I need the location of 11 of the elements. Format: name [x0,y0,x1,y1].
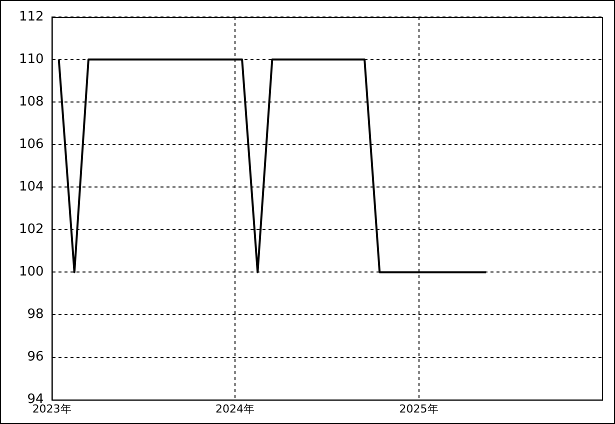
y-tick-label: 110 [18,52,44,67]
y-tick-label: 106 [18,136,44,152]
x-tick-label: 2024年 [216,402,255,416]
y-tick-label: 104 [18,180,44,195]
y-tick-label: 102 [18,222,44,238]
x-tick-label: 2025年 [399,402,438,416]
y-tick-label: 96 [27,350,44,365]
y-tick-label: 108 [18,94,44,110]
y-tick-label: 100 [18,264,44,280]
y-tick-label: 98 [27,307,44,322]
y-tick-label: 112 [18,9,44,24]
